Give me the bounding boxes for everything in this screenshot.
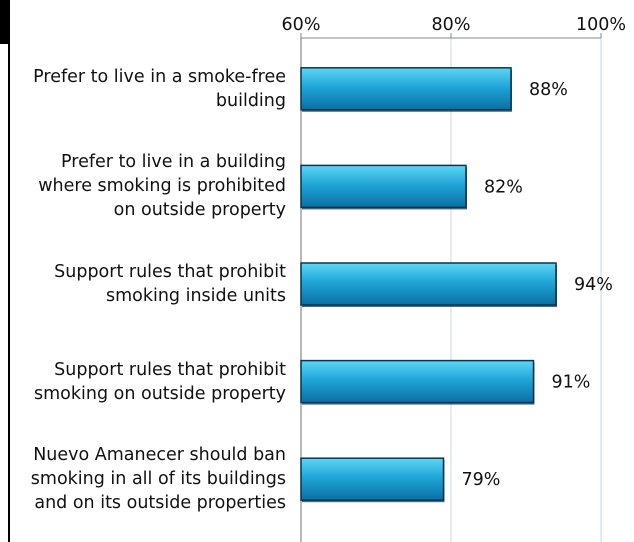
- category-label: Prefer to live in a building where smokin…: [10, 150, 286, 222]
- x-tick-label: 60%: [282, 15, 321, 35]
- bar: [300, 67, 512, 111]
- category-label-line: Prefer to live in a building: [61, 152, 286, 173]
- category-label-line: on outside property: [113, 200, 286, 221]
- data-label: 91%: [552, 373, 591, 393]
- data-label: 94%: [574, 275, 613, 295]
- frame-left-border: [8, 42, 10, 542]
- category-label-line: where smoking is prohibited: [38, 176, 286, 197]
- category-label-line: smoking in all of its buildings: [30, 469, 286, 490]
- x-tick-label: 80%: [432, 15, 471, 35]
- category-label-line: Prefer to live in a smoke-free: [33, 66, 286, 87]
- category-label-line: and on its outside properties: [34, 493, 286, 514]
- category-label-line: smoking on outside property: [34, 383, 286, 404]
- category-label: Support rules that prohibit smoking insid…: [10, 260, 286, 308]
- category-label-line: smoking inside units: [105, 286, 286, 306]
- bar: [300, 164, 467, 209]
- data-label: 88%: [529, 80, 568, 100]
- category-label: Support rules that prohibit smoking on ou…: [10, 358, 286, 406]
- category-label-line: building: [215, 90, 286, 111]
- bar: [300, 262, 557, 306]
- bar: [300, 457, 445, 501]
- frame-corner: [0, 0, 10, 44]
- data-label: 79%: [462, 470, 501, 490]
- category-label-line: Support rules that prohibit: [54, 262, 286, 282]
- data-label: 82%: [484, 177, 523, 197]
- x-tick-label: 100%: [576, 15, 626, 35]
- category-label-line: Nuevo Amanecer should ban: [33, 445, 286, 466]
- category-label-line: Support rules that prohibit: [54, 359, 286, 380]
- category-label: Prefer to live in a smoke-free building: [10, 65, 286, 113]
- category-label: Nuevo Amanecer should ban smoking in all …: [10, 443, 286, 515]
- bar: [300, 359, 535, 404]
